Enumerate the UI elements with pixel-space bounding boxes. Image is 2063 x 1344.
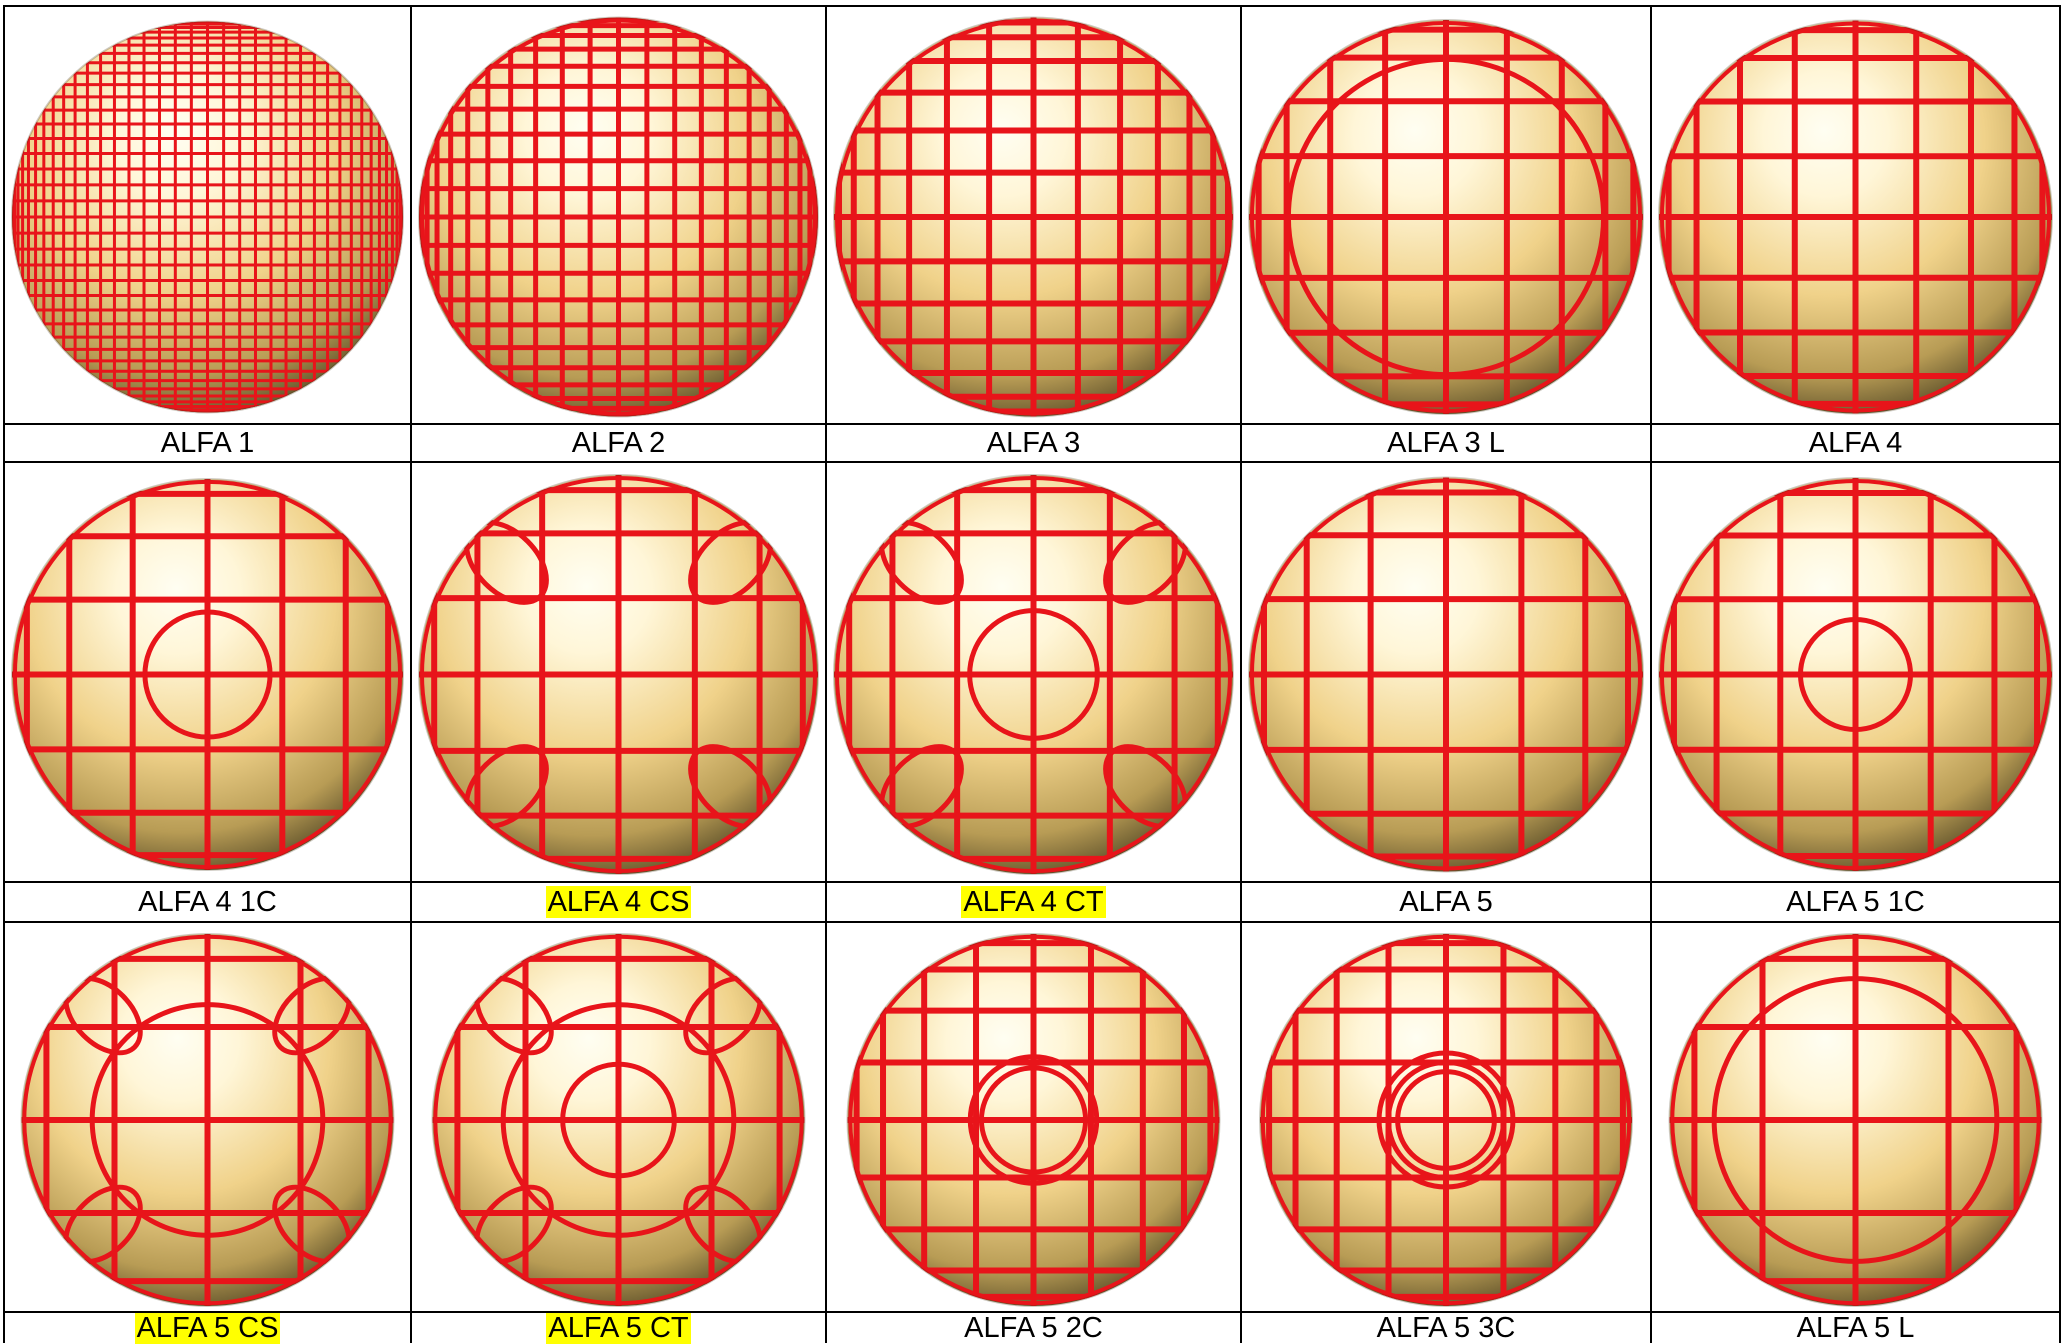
- label-cell: ALFA 5 2C: [826, 1311, 1241, 1344]
- variant-label: ALFA 5 L: [1796, 1311, 1915, 1344]
- sphere-outline: [418, 474, 819, 875]
- grid-lines: [419, 17, 818, 417]
- sphere-outline: [1658, 477, 2053, 872]
- variant-label: ALFA 4 1C: [138, 886, 277, 918]
- table-border-horizontal: [3, 881, 2061, 883]
- label-cell: ALFA 3: [826, 424, 1241, 462]
- sphere-image: [4, 924, 411, 1312]
- sphere-outline: [846, 933, 1221, 1307]
- variant-label: ALFA 4: [1808, 427, 1903, 459]
- grid-lines: [834, 17, 1233, 417]
- variant-label: ALFA 5 CS: [134, 1311, 281, 1344]
- sphere-image: [411, 6, 826, 424]
- sphere-outline: [833, 16, 1234, 418]
- grid-lines: [847, 934, 1220, 1306]
- sphere-outline: [1259, 933, 1633, 1307]
- grid-lines: [1260, 934, 1632, 1306]
- sphere-outline: [418, 16, 819, 418]
- label-cell: ALFA 4 CS: [411, 882, 826, 922]
- sphere-outline: [11, 20, 404, 414]
- grid-lines: [1659, 20, 2052, 414]
- sphere-image: [411, 463, 826, 882]
- table-border-vertical: [825, 5, 827, 1343]
- table-border-vertical: [2059, 5, 2061, 1343]
- table-border-horizontal: [3, 921, 2061, 923]
- label-cell: ALFA 2: [411, 424, 826, 462]
- sphere-outline: [20, 933, 395, 1307]
- label-cell: ALFA 4 1C: [4, 882, 411, 922]
- sphere-outline: [11, 478, 404, 871]
- sphere-image: [1241, 6, 1651, 424]
- label-cell: ALFA 5 L: [1651, 1311, 2060, 1344]
- label-cell: ALFA 1: [4, 424, 411, 462]
- variant-label: ALFA 4 CS: [545, 886, 692, 918]
- sphere-image: [1651, 6, 2060, 424]
- variant-label: ALFA 1: [160, 427, 255, 459]
- label-cell: ALFA 5: [1241, 882, 1651, 922]
- sphere-image: [1241, 463, 1651, 882]
- sphere-image: [1241, 924, 1651, 1312]
- sphere-outline: [431, 933, 806, 1307]
- grid-lines: [1249, 20, 1643, 414]
- sphere-outline: [833, 474, 1234, 875]
- sphere-outline: [1658, 19, 2053, 415]
- table-border-horizontal: [3, 1311, 2061, 1313]
- label-cell: ALFA 5 CS: [4, 1311, 411, 1344]
- table-border-vertical: [410, 5, 412, 1343]
- variant-label: ALFA 5 3C: [1376, 1311, 1516, 1344]
- grid-lines: [1249, 477, 1643, 872]
- sphere-image: [1651, 924, 2060, 1312]
- grid-lines: [1669, 934, 2042, 1306]
- sphere-outline: [1248, 19, 1644, 415]
- variant-label: ALFA 5 2C: [964, 1311, 1103, 1344]
- sphere-image: [4, 463, 411, 882]
- variant-label: ALFA 2: [571, 427, 666, 459]
- grid-lines: [21, 934, 394, 1306]
- sphere-image: [4, 6, 411, 424]
- variant-label: ALFA 3: [986, 427, 1081, 459]
- grid-lines: [432, 934, 805, 1306]
- sphere-outline: [1668, 933, 2043, 1307]
- variant-label: ALFA 5 CT: [546, 1311, 691, 1344]
- table-border-vertical: [1240, 5, 1242, 1343]
- sphere-image: [826, 924, 1241, 1312]
- label-cell: ALFA 5 CT: [411, 1311, 826, 1344]
- sphere-image: [826, 463, 1241, 882]
- label-cell: ALFA 5 3C: [1241, 1311, 1651, 1344]
- label-cell: ALFA 4 CT: [826, 882, 1241, 922]
- variant-label: ALFA 3 L: [1387, 427, 1505, 459]
- sphere-image: [1651, 463, 2060, 882]
- table-border-vertical: [3, 5, 5, 1343]
- sphere-outline: [1248, 476, 1644, 873]
- grid-lines: [1659, 478, 2052, 871]
- sphere-image: [411, 924, 826, 1312]
- table-border-vertical: [1650, 5, 1652, 1343]
- table-border-horizontal: [3, 461, 2061, 463]
- grid-lines: [12, 479, 403, 870]
- variant-label: ALFA 5: [1399, 886, 1493, 918]
- table-border-horizontal: [3, 423, 2061, 425]
- variant-label: ALFA 4 CT: [961, 886, 1106, 918]
- variant-label: ALFA 5 1C: [1786, 886, 1925, 918]
- label-cell: ALFA 3 L: [1241, 424, 1651, 462]
- label-cell: ALFA 4: [1651, 424, 2060, 462]
- table-border-horizontal: [3, 5, 2061, 7]
- grid-lines: [834, 475, 1233, 874]
- sphere-image: [826, 6, 1241, 424]
- grid-lines: [419, 475, 818, 874]
- label-cell: ALFA 5 1C: [1651, 882, 2060, 922]
